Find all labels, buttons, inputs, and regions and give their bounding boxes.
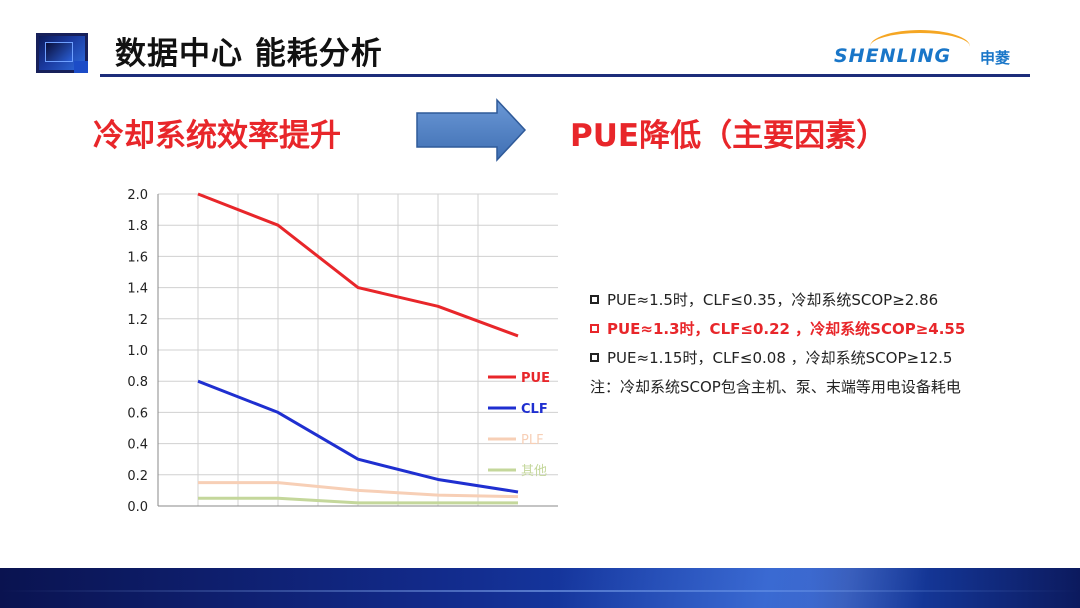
note-text: PUE≈1.15时，CLF≤0.08 ，冷却系统SCOP≥12.5 (607, 349, 953, 367)
series-line-4 (198, 496, 518, 505)
legend-label: 其他 (521, 464, 547, 479)
logo-inner-screen (45, 42, 73, 62)
y-tick-label: 1.0 (127, 344, 148, 359)
legend-label: PUE (521, 371, 550, 386)
brand-arc-icon (870, 30, 970, 63)
note-item-highlight: PUE≈1.3时，CLF≤0.22 ，冷却系统SCOP≥4.55 (590, 319, 1060, 348)
y-tick-label: 1.8 (127, 219, 148, 234)
y-tick-label: 0.0 (127, 500, 148, 515)
y-tick-label: 1.6 (127, 250, 148, 265)
note-item: PUE≈1.15时，CLF≤0.08 ，冷却系统SCOP≥12.5 (590, 348, 1060, 377)
square-bullet-icon (590, 295, 599, 304)
chart-series (197, 192, 519, 505)
logo-corner-accent (74, 61, 88, 73)
series-line-1 (197, 192, 519, 338)
line-chart: 0.0 0.2 0.4 0.6 0.8 1.0 1.2 1.4 1.6 1.8 2.0 PUE CLF… (108, 180, 566, 528)
square-bullet-icon (590, 324, 599, 333)
header-divider (100, 74, 1030, 77)
y-tick-label: 0.4 (127, 438, 148, 453)
footer-band (0, 568, 1080, 608)
headline-pue-reduction: PUE降低（主要因素） (570, 118, 888, 154)
y-tick-label: 0.8 (127, 375, 148, 390)
notes-panel: PUE≈1.5时，CLF≤0.35，冷却系统SCOP≥2.86 PUE≈1.3时… (590, 290, 1060, 406)
chart-grid (157, 193, 558, 507)
chart-svg: 0.0 0.2 0.4 0.6 0.8 1.0 1.2 1.4 1.6 1.8 2.0 PUE CLF… (127, 188, 558, 515)
series-line-3 (198, 481, 519, 499)
legend-label: PLF (521, 433, 544, 448)
chart-axes: 0.0 0.2 0.4 0.6 0.8 1.0 1.2 1.4 1.6 1.8 2.0 (127, 188, 558, 515)
series-line-2 (197, 379, 519, 494)
logo-square-icon (36, 33, 88, 73)
note-text: PUE≈1.5时，CLF≤0.35，冷却系统SCOP≥2.86 (607, 291, 939, 309)
headline-cooling-efficiency: 冷却系统效率提升 (93, 118, 341, 154)
footer-light-line (0, 590, 1080, 592)
y-tick-label: 0.6 (127, 406, 148, 421)
note-text: PUE≈1.3时，CLF≤0.22 ，冷却系统SCOP≥4.55 (607, 320, 966, 338)
brand-name: SHENLING (834, 45, 952, 67)
chart-legend: PUE CLF PLF 其他 (488, 371, 550, 479)
right-arrow-icon (416, 98, 527, 162)
note-footnote: 注：冷却系统SCOP包含主机、泵、末端等用电设备耗电 (590, 377, 1060, 406)
brand-name-cn: 申菱 (980, 49, 1011, 67)
y-tick-label: 1.2 (127, 313, 148, 328)
footer-light-streak (560, 568, 1080, 608)
y-tick-label: 0.2 (127, 469, 148, 484)
note-text: 注：冷却系统SCOP包含主机、泵、末端等用电设备耗电 (590, 378, 961, 396)
y-tick-label: 2.0 (127, 188, 148, 203)
legend-label: CLF (521, 402, 548, 417)
note-item: PUE≈1.5时，CLF≤0.35，冷却系统SCOP≥2.86 (590, 290, 1060, 319)
slide-title: 数据中心 能耗分析 (115, 36, 383, 72)
square-bullet-icon (590, 353, 599, 362)
y-tick-label: 1.4 (127, 282, 148, 297)
brand-logo: SHENLING 申菱 (830, 30, 1030, 70)
